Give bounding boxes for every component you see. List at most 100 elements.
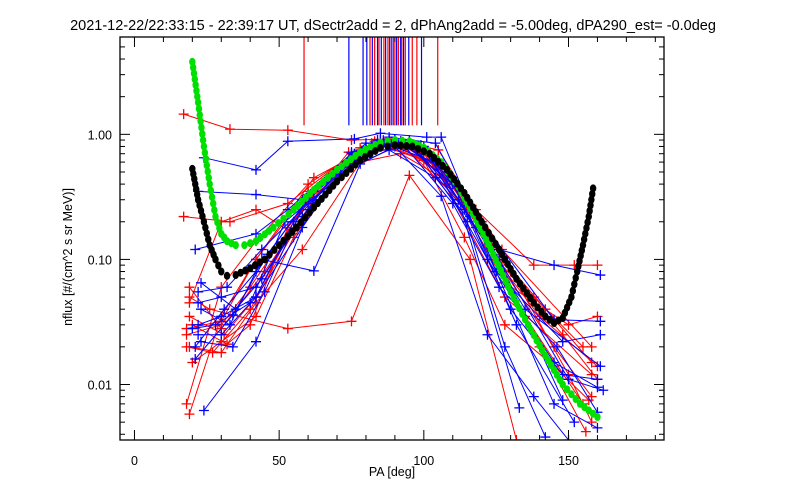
- data-point-marker: [216, 292, 227, 303]
- data-point-marker: [511, 435, 522, 440]
- data-point-marker: [282, 136, 293, 147]
- data-point-marker: [514, 402, 525, 413]
- data-point-marker: [198, 405, 209, 416]
- plot-area: [178, 37, 609, 440]
- data-point-marker: [184, 282, 195, 293]
- data-point-marker: [245, 297, 256, 308]
- green-fit-dot: [280, 214, 287, 223]
- data-point-marker: [219, 304, 230, 315]
- y-tick-label: 0.01: [88, 379, 112, 393]
- data-point-marker: [580, 426, 591, 437]
- data-point-marker: [528, 260, 539, 271]
- data-point-marker: [184, 409, 195, 420]
- data-point-marker: [595, 361, 606, 372]
- black-fit-dot: [481, 223, 489, 232]
- black-fit-dot: [284, 232, 292, 241]
- black-fit-dot: [409, 142, 416, 151]
- data-point-marker: [207, 347, 218, 358]
- black-fit-dot: [215, 261, 222, 270]
- black-fit-dot: [488, 234, 496, 243]
- black-fit-dot: [301, 213, 309, 222]
- black-fit-dot: [288, 227, 296, 236]
- data-point-marker: [216, 347, 227, 358]
- green-fit-dot: [356, 148, 364, 157]
- black-fit-dot: [478, 217, 485, 226]
- y-tick-label: 0.10: [88, 253, 112, 267]
- data-point-marker: [227, 309, 238, 320]
- green-fit-dot: [333, 165, 341, 174]
- trace-line-blue-12: [198, 140, 598, 413]
- x-axis-label: PA [deg]: [369, 465, 415, 479]
- data-point-marker: [210, 319, 221, 330]
- data-point-marker: [193, 329, 204, 340]
- trace-line-red-4: [188, 139, 584, 415]
- data-point-marker: [404, 170, 415, 181]
- data-point-marker: [346, 316, 357, 327]
- x-tick-label: 100: [413, 454, 434, 468]
- black-fit-dot: [352, 160, 359, 169]
- green-fit-dot: [197, 117, 204, 126]
- data-point-marker: [421, 132, 432, 143]
- data-point-marker: [540, 432, 551, 440]
- green-fit-dot: [196, 110, 203, 119]
- black-fit-dot: [251, 261, 259, 270]
- trace-line-red-14: [189, 153, 598, 367]
- black-fit-dot: [232, 271, 239, 280]
- data-point-marker: [245, 319, 256, 330]
- black-fit-dot: [338, 173, 345, 182]
- green-fit-dot: [203, 161, 211, 170]
- green-fit-dot: [201, 148, 209, 157]
- black-fit-dot: [397, 141, 404, 150]
- black-fit-dot: [212, 255, 219, 264]
- black-fit-dot: [266, 250, 273, 259]
- data-point-marker: [430, 172, 441, 183]
- black-fit-dot: [362, 153, 369, 162]
- black-fit-dot: [280, 236, 287, 245]
- green-fit-dot: [594, 412, 601, 421]
- black-fit-dot: [568, 293, 575, 302]
- chart-title: 2021-12-22/22:33:15 - 22:39:17 UT, dSect…: [70, 18, 716, 34]
- green-fit-dot: [338, 162, 345, 171]
- green-fit-dot: [324, 173, 331, 182]
- data-point-marker: [528, 391, 539, 402]
- data-point-marker: [251, 189, 261, 200]
- green-fit-dot: [352, 151, 359, 160]
- trace-line-blue-6: [200, 142, 601, 310]
- black-fit-dot: [306, 208, 313, 217]
- data-point-marker: [251, 204, 261, 215]
- data-point-marker: [196, 277, 207, 288]
- x-tick-label: 150: [558, 454, 579, 468]
- data-point-marker: [349, 133, 360, 144]
- data-point-marker: [592, 260, 603, 271]
- data-point-marker: [586, 417, 597, 428]
- x-tick-label: 0: [131, 454, 138, 468]
- green-fit-dot: [206, 180, 213, 189]
- black-fit-dot: [297, 218, 305, 227]
- data-point-marker: [586, 341, 597, 352]
- black-fit-dot: [391, 141, 399, 150]
- trace-line-blue-1: [203, 132, 598, 429]
- black-fit-dot: [293, 223, 300, 232]
- green-fit-dot: [285, 210, 292, 219]
- green-fit-dot: [315, 181, 322, 190]
- data-point-marker: [190, 353, 201, 364]
- green-fit-dot: [195, 104, 203, 113]
- data-point-marker: [549, 398, 560, 409]
- data-point-marker: [577, 341, 588, 352]
- data-point-marker: [190, 244, 201, 255]
- black-fit-dot: [571, 280, 578, 289]
- data-point-marker: [190, 341, 201, 352]
- data-point-marker: [184, 311, 195, 322]
- black-fit-dot: [589, 184, 597, 193]
- black-fit-dot: [377, 143, 384, 152]
- black-fit-dot: [333, 177, 341, 186]
- data-point-marker: [251, 336, 261, 347]
- black-fit-dot: [492, 239, 499, 248]
- data-point-marker: [181, 398, 192, 409]
- data-point-marker: [196, 336, 207, 347]
- data-point-marker: [563, 374, 574, 385]
- data-point-marker: [216, 329, 227, 340]
- green-fit-dot: [275, 219, 282, 228]
- black-fit-dot: [572, 273, 579, 282]
